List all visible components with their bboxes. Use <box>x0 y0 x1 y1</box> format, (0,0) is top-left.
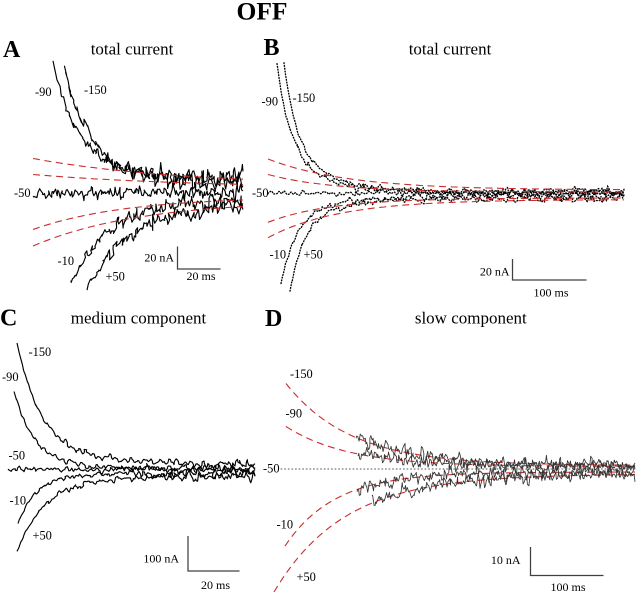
svg-text:-10: -10 <box>58 254 75 268</box>
svg-text:20 nA: 20 nA <box>480 265 510 279</box>
svg-text:+50: +50 <box>106 270 125 284</box>
svg-text:medium component: medium component <box>71 309 207 328</box>
svg-text:10 nA: 10 nA <box>491 553 521 567</box>
svg-text:-50: -50 <box>252 186 269 200</box>
svg-text:20 ms: 20 ms <box>187 269 216 283</box>
svg-text:-90: -90 <box>262 95 279 109</box>
svg-text:D: D <box>265 306 282 332</box>
svg-text:-50: -50 <box>263 462 280 476</box>
svg-text:-10: -10 <box>270 248 287 262</box>
svg-text:-150: -150 <box>84 83 107 97</box>
svg-text:-50: -50 <box>14 186 31 200</box>
svg-text:-90: -90 <box>286 407 303 421</box>
svg-text:+50: +50 <box>33 529 52 543</box>
svg-text:slow component: slow component <box>415 309 527 328</box>
svg-text:OFF: OFF <box>237 0 288 26</box>
svg-text:+50: +50 <box>297 570 316 584</box>
svg-text:-90: -90 <box>35 85 52 99</box>
svg-text:C: C <box>0 306 17 332</box>
svg-text:100 ms: 100 ms <box>534 286 569 300</box>
svg-text:B: B <box>264 35 280 61</box>
svg-text:-50: -50 <box>9 449 26 463</box>
svg-text:-150: -150 <box>29 345 52 359</box>
svg-text:total current: total current <box>91 40 174 59</box>
svg-text:-10: -10 <box>277 518 294 532</box>
svg-text:-150: -150 <box>290 367 313 381</box>
svg-text:-150: -150 <box>293 91 316 105</box>
svg-text:20 nA: 20 nA <box>144 251 174 265</box>
svg-text:+50: +50 <box>304 248 323 262</box>
svg-text:A: A <box>3 37 21 63</box>
svg-text:20 ms: 20 ms <box>201 578 230 592</box>
svg-text:-10: -10 <box>10 494 27 508</box>
svg-text:-90: -90 <box>2 370 19 384</box>
svg-text:total current: total current <box>409 40 492 59</box>
svg-text:100 nA: 100 nA <box>143 552 179 566</box>
svg-text:100 ms: 100 ms <box>551 580 586 592</box>
